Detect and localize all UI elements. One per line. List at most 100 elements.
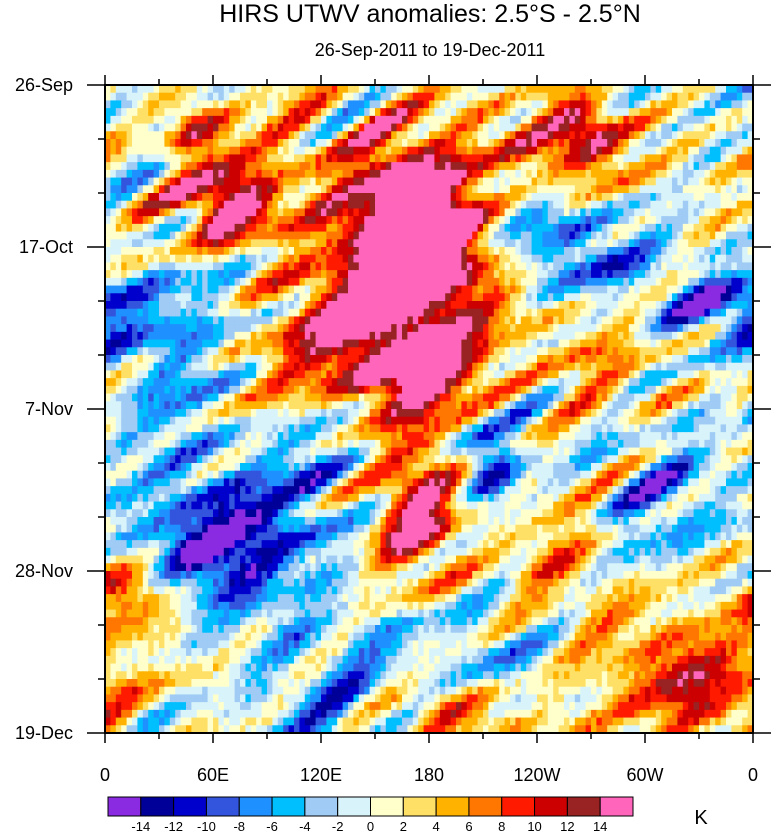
anomaly-cell (456, 270, 462, 279)
anomaly-cell (105, 193, 111, 202)
anomaly-cell (742, 92, 749, 102)
anomaly-cell (488, 270, 495, 279)
anomaly-cell (375, 393, 381, 402)
anomaly-cell (515, 308, 522, 318)
anomaly-cell (596, 177, 603, 186)
anomaly-cell (483, 293, 489, 302)
anomaly-cell (574, 200, 581, 210)
anomaly-cell (623, 324, 630, 333)
anomaly-cell (634, 308, 641, 318)
anomaly-cell (634, 92, 641, 102)
anomaly-cell (634, 223, 641, 233)
anomaly-cell (736, 216, 743, 225)
anomaly-cell (726, 247, 732, 256)
anomaly-cell (661, 385, 668, 395)
anomaly-cell (682, 123, 689, 132)
anomaly-cell (261, 254, 268, 264)
anomaly-cell (634, 100, 641, 109)
anomaly-cell (585, 154, 592, 163)
anomaly-cell (164, 154, 171, 163)
anomaly-cell (364, 139, 371, 148)
anomaly-cell (499, 362, 506, 372)
anomaly-cell (655, 339, 662, 348)
anomaly-cell (126, 301, 133, 310)
anomaly-cell (234, 216, 241, 225)
anomaly-cell (569, 385, 576, 395)
anomaly-cell (385, 254, 392, 264)
anomaly-cell (429, 247, 435, 256)
anomaly-cell (677, 247, 684, 256)
anomaly-cell (628, 169, 635, 179)
anomaly-cell (450, 108, 457, 117)
anomaly-cell (283, 146, 290, 156)
anomaly-cell (110, 362, 117, 372)
anomaly-cell (704, 223, 711, 233)
anomaly-cell (661, 193, 668, 202)
anomaly-cell (407, 370, 414, 379)
anomaly-cell (175, 277, 182, 287)
anomaly-cell (472, 393, 479, 402)
anomaly-cell (553, 200, 560, 210)
anomaly-cell (142, 262, 149, 271)
anomaly-cell (564, 146, 570, 156)
anomaly-cell (666, 285, 673, 294)
anomaly-cell (504, 85, 511, 94)
anomaly-cell (153, 362, 160, 372)
anomaly-cell (709, 108, 716, 117)
anomaly-cell (121, 308, 128, 318)
anomaly-cell (175, 401, 182, 410)
anomaly-cell (326, 185, 333, 194)
anomaly-cell (580, 262, 587, 271)
anomaly-cell (709, 92, 716, 102)
anomaly-cell (666, 169, 673, 179)
anomaly-cell (677, 293, 684, 302)
anomaly-cell (537, 355, 543, 364)
anomaly-cell (612, 123, 619, 132)
anomaly-cell (726, 177, 732, 186)
anomaly-cell (650, 177, 657, 186)
anomaly-cell (639, 115, 646, 125)
anomaly-cell (585, 347, 592, 356)
anomaly-cell (542, 208, 549, 217)
anomaly-cell (348, 139, 354, 148)
anomaly-cell (418, 139, 425, 148)
anomaly-cell (504, 200, 511, 210)
anomaly-cell (213, 108, 219, 117)
anomaly-cell (645, 177, 651, 186)
anomaly-cell (105, 393, 111, 402)
anomaly-cell (580, 331, 587, 341)
anomaly-cell (456, 401, 462, 410)
anomaly-cell (477, 100, 484, 109)
anomaly-cell (110, 277, 117, 287)
anomaly-cell (186, 108, 192, 117)
anomaly-cell (369, 239, 376, 248)
anomaly-cell (353, 308, 360, 318)
anomaly-cell (504, 254, 511, 264)
anomaly-cell (348, 301, 354, 310)
anomaly-cell (596, 254, 603, 264)
anomaly-cell (699, 347, 705, 356)
anomaly-cell (142, 324, 149, 333)
anomaly-cell (240, 177, 246, 186)
anomaly-cell (218, 146, 225, 156)
anomaly-cell (207, 100, 214, 109)
anomaly-cell (655, 123, 662, 132)
anomaly-cell (429, 92, 435, 102)
anomaly-cell (207, 131, 214, 140)
anomaly-cell (299, 316, 306, 325)
anomaly-cell (294, 177, 300, 186)
anomaly-cell (153, 146, 160, 156)
anomaly-cell (612, 139, 619, 148)
anomaly-cell (137, 254, 144, 264)
anomaly-cell (321, 378, 327, 387)
anomaly-cell (655, 247, 662, 256)
anomaly-cell (202, 223, 209, 233)
anomaly-cell (299, 154, 306, 163)
anomaly-cell (682, 385, 689, 395)
anomaly-cell (358, 200, 365, 210)
anomaly-cell (456, 146, 462, 156)
anomaly-cell (645, 370, 651, 379)
anomaly-cell (569, 193, 576, 202)
anomaly-cell (677, 355, 684, 364)
anomaly-cell (191, 355, 198, 364)
